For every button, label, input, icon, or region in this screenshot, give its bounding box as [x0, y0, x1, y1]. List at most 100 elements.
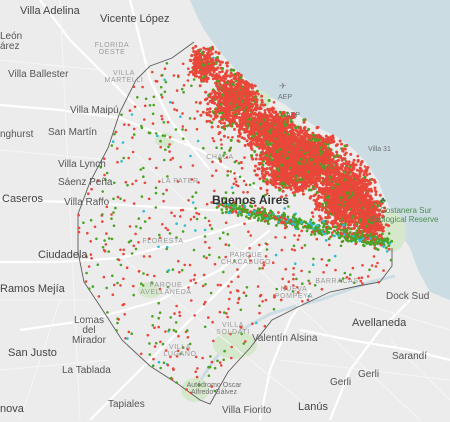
data-point: [319, 187, 323, 191]
data-point: [223, 87, 227, 91]
data-point: [168, 136, 172, 139]
data-point: [293, 262, 297, 266]
data-point: [337, 167, 341, 171]
data-point: [283, 236, 287, 239]
data-point: [120, 160, 123, 163]
data-point: [93, 225, 97, 229]
data-point: [264, 170, 268, 174]
data-point: [175, 304, 178, 308]
data-point: [159, 366, 162, 370]
data-point: [334, 203, 338, 206]
data-point: [191, 195, 194, 198]
data-point: [172, 328, 176, 332]
data-point: [313, 178, 317, 181]
data-point: [329, 158, 333, 162]
data-point: [317, 204, 321, 208]
data-point: [209, 114, 213, 118]
data-point: [300, 246, 304, 250]
data-point: [244, 294, 248, 298]
data-point: [272, 101, 276, 104]
data-point: [224, 191, 228, 194]
data-point: [347, 223, 350, 227]
data-point: [273, 296, 276, 299]
data-point: [360, 276, 364, 280]
data-point: [255, 173, 259, 177]
data-point: [142, 166, 145, 170]
data-point: [316, 143, 320, 147]
data-point: [373, 180, 377, 184]
data-point: [187, 73, 190, 77]
data-point: [194, 229, 197, 232]
data-point: [173, 312, 176, 315]
data-point: [166, 285, 170, 289]
data-point: [151, 112, 155, 116]
data-point: [311, 263, 315, 267]
data-point: [126, 337, 129, 340]
data-point: [318, 162, 322, 166]
data-point: [121, 141, 125, 144]
data-point: [328, 156, 332, 160]
data-point: [312, 137, 315, 141]
data-point: [247, 230, 250, 233]
data-point: [178, 314, 182, 318]
data-point: [291, 191, 295, 195]
data-point: [322, 151, 326, 155]
data-point: [291, 156, 295, 160]
data-point: [320, 208, 324, 212]
data-point: [174, 128, 178, 131]
data-point: [342, 162, 346, 166]
data-point: [374, 265, 378, 268]
data-point: [246, 190, 249, 194]
data-point: [233, 259, 236, 262]
data-point: [295, 277, 298, 281]
data-point: [111, 140, 115, 143]
data-point: [190, 178, 194, 181]
data-point: [295, 181, 299, 185]
data-point: [301, 138, 305, 142]
data-point: [238, 175, 242, 179]
data-point: [307, 184, 311, 188]
data-point: [311, 185, 315, 189]
data-point: [356, 159, 360, 163]
data-point: [107, 250, 110, 253]
data-point: [166, 120, 170, 124]
data-point: [215, 146, 218, 149]
data-point: [342, 150, 345, 153]
data-point: [175, 354, 179, 358]
data-point: [294, 188, 298, 192]
data-point: [258, 311, 261, 315]
data-point: [208, 246, 211, 250]
data-point: [357, 174, 361, 178]
data-point: [103, 239, 106, 242]
data-point: [341, 182, 345, 186]
data-point: [322, 160, 326, 164]
data-point: [301, 282, 304, 286]
data-point: [242, 179, 246, 183]
data-point: [188, 117, 192, 120]
data-point: [194, 101, 198, 104]
data-point: [275, 157, 279, 160]
data-point: [154, 341, 158, 345]
data-point: [103, 173, 106, 177]
data-point: [186, 336, 190, 339]
data-point: [158, 236, 162, 240]
data-point: [259, 107, 263, 110]
data-point: [194, 281, 197, 285]
data-point: [160, 96, 164, 99]
data-point: [308, 166, 312, 170]
data-point: [204, 240, 207, 244]
data-point: [385, 250, 389, 253]
data-point: [221, 118, 225, 122]
data-point: [325, 160, 329, 164]
data-point: [334, 206, 338, 210]
data-point: [218, 361, 222, 364]
data-point: [157, 301, 160, 305]
data-point: [382, 269, 385, 272]
data-point: [331, 231, 334, 234]
data-point: [167, 145, 170, 149]
data-point: [171, 156, 175, 160]
data-point: [248, 246, 251, 250]
data-point: [273, 180, 277, 184]
data-point: [139, 226, 142, 230]
